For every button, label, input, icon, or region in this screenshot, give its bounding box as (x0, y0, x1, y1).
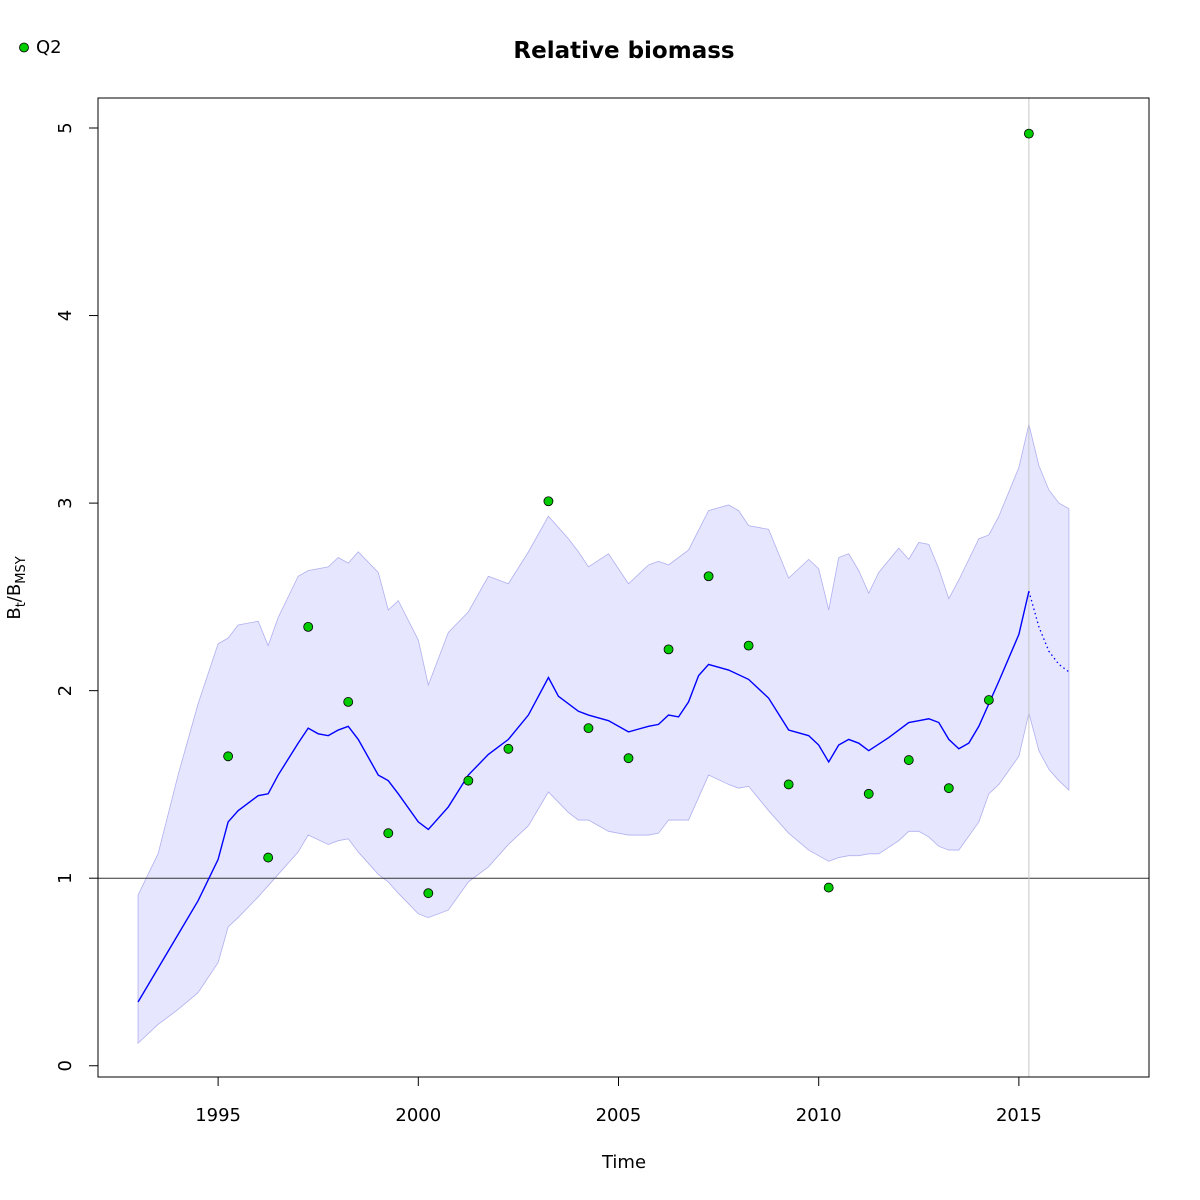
x-tick-label: 2005 (596, 1105, 642, 1126)
data-point-q2 (223, 751, 234, 762)
legend-label-q2: Q2 (36, 37, 62, 58)
data-point-q2 (263, 852, 274, 863)
y-tick-label: 1 (55, 872, 76, 883)
x-tick-label: 2010 (796, 1105, 842, 1126)
legend: Q2 (19, 37, 62, 58)
data-point-q2 (863, 788, 874, 799)
data-point-q2 (543, 496, 554, 507)
data-point-q2 (983, 695, 994, 705)
y-tick-label: 5 (55, 122, 76, 133)
y-tick-label: 2 (55, 685, 76, 696)
x-tick-label: 2000 (395, 1105, 441, 1126)
data-point-q2 (1023, 128, 1034, 139)
y-axis-label-sep: /B (4, 584, 25, 602)
data-point-q2 (423, 888, 434, 899)
y-tick-label: 4 (55, 310, 76, 321)
data-point-q2 (303, 621, 314, 632)
biomass-projection-line (1028, 591, 1070, 673)
x-tick-label: 1995 (195, 1105, 241, 1126)
data-point-q2 (623, 753, 634, 764)
y-axis-label: Bt/BMSY (4, 556, 29, 619)
legend-marker-q2 (19, 42, 29, 53)
data-point-q2 (943, 783, 954, 794)
y-tick-label: 3 (55, 497, 76, 508)
plot-area (98, 98, 1149, 1077)
data-point-q2 (783, 779, 794, 790)
data-point-q2 (583, 723, 594, 734)
y-tick-label: 0 (55, 1060, 76, 1071)
data-point-q2 (343, 697, 354, 707)
data-point-q2 (463, 775, 474, 786)
x-tick-label: 2015 (996, 1105, 1042, 1126)
y-axis-label-sub-t: t (14, 602, 29, 607)
data-point-q2 (383, 828, 394, 839)
x-axis-label: Time (601, 1152, 646, 1173)
data-point-q2 (903, 755, 914, 765)
biomass-estimate-line (137, 591, 1030, 1003)
x-axis: 1995 2000 2005 2010 2015 (195, 1076, 1042, 1126)
data-point-q2 (743, 640, 754, 651)
y-axis-label-main: B (4, 607, 25, 619)
data-point-q2 (663, 644, 674, 655)
data-point-q2 (503, 743, 514, 754)
data-point-q2 (823, 882, 834, 893)
data-point-q2 (703, 571, 714, 582)
confidence-band (137, 424, 1070, 1045)
y-axis: 0 1 2 3 4 5 (55, 122, 99, 1071)
chart-title: Relative biomass (513, 38, 734, 64)
y-axis-label-sub-msy: MSY (14, 556, 29, 583)
